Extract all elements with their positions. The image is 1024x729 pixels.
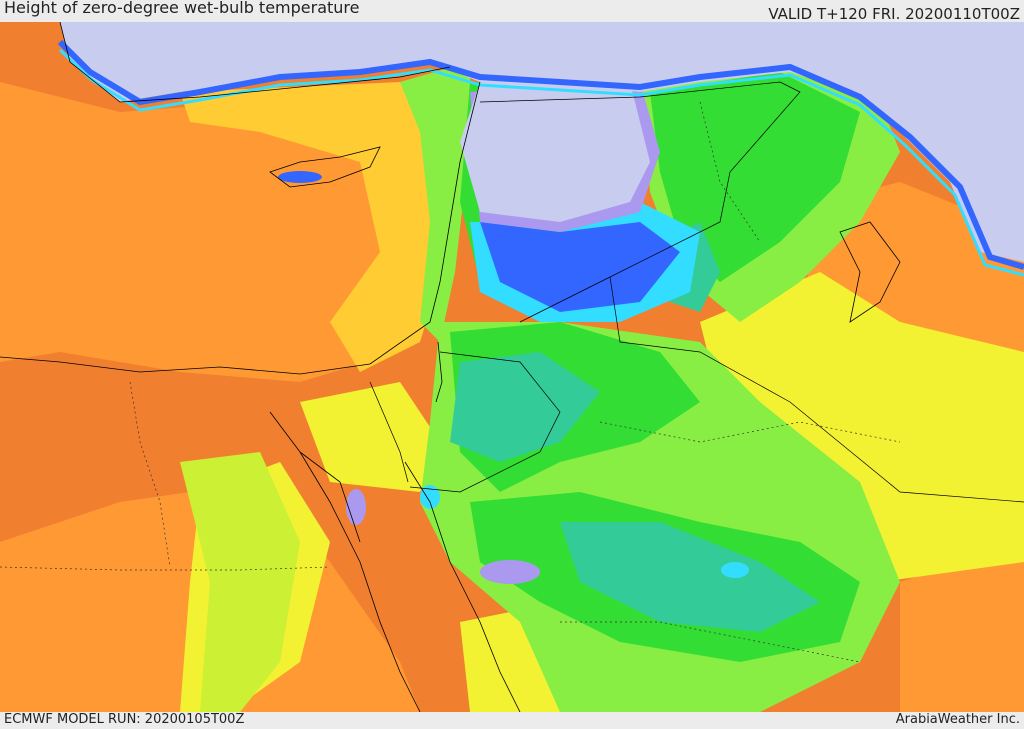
mediterranean-coast <box>0 81 481 375</box>
border-jordan-saudi <box>409 351 561 493</box>
red-sea-east-coast <box>404 461 521 712</box>
orange-field-north <box>0 82 430 382</box>
cyan-patch-saudi <box>721 562 749 578</box>
map-svg <box>0 22 1024 712</box>
valid-time-label: VALID T+120 FRI. 20200110T00Z <box>768 5 1020 23</box>
lavender-field-syria <box>460 82 650 222</box>
borders <box>369 81 1024 503</box>
border-jordan-iraq <box>519 276 611 323</box>
coastlines <box>0 22 901 712</box>
blue-patch-sinai <box>346 489 366 525</box>
amber-field-north <box>180 82 445 372</box>
orange-field-se <box>900 542 1024 712</box>
border-syria-iraq <box>479 81 1024 503</box>
gulf-of-suez <box>299 451 361 543</box>
gulf-coast-east <box>839 221 901 323</box>
teal-field-jordan <box>450 352 600 462</box>
model-run-label: ECMWF MODEL RUN: 20200105T00Z <box>4 712 245 727</box>
border-egypt-sinai <box>369 381 409 483</box>
yellowgreen-field-west <box>180 452 300 712</box>
cyprus-coast <box>269 146 381 188</box>
map-title: Height of zero-degree wet-bulb temperatu… <box>4 0 360 17</box>
cyan-edge-turkey <box>58 48 1024 277</box>
teal-field-saudi <box>560 522 820 632</box>
blue-band-syria <box>480 222 680 312</box>
dead-sea <box>435 341 443 403</box>
admin-border-4 <box>560 621 861 663</box>
blue-patch-cyprus <box>278 171 322 183</box>
admin-border-5 <box>699 101 761 243</box>
yellow-field-sinai <box>300 382 440 492</box>
cyan-patch-aqaba <box>420 485 440 509</box>
admin-borders <box>0 101 901 663</box>
blue-edge-turkey <box>57 39 1024 270</box>
violet-patch-saudi <box>480 560 540 584</box>
credit-label: ArabiaWeather Inc. <box>895 712 1020 727</box>
turkey-coast <box>59 22 451 103</box>
weather-map <box>0 22 1024 712</box>
lavender-field-turkey <box>60 22 1024 262</box>
yellow-field-east <box>700 272 1024 582</box>
lightgreen-field-levant <box>400 62 470 342</box>
admin-border-1 <box>0 566 331 571</box>
admin-border-3 <box>599 421 901 443</box>
admin-border-2 <box>129 381 171 568</box>
